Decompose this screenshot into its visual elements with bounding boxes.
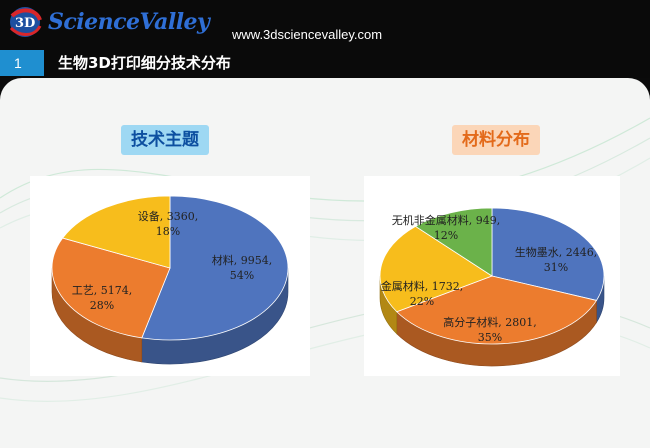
pie-data-label: 工艺, 5174, 28% [72, 284, 132, 312]
pie-data-label: 设备, 3360, 18% [138, 209, 198, 238]
logo-text: ScienceValley [48, 9, 210, 35]
pie-data-label: 材料, 9954, 54% [212, 253, 272, 282]
pie-label-percent: 31% [544, 261, 568, 274]
pie-data-label: 高分子材料, 2801, 35% [443, 315, 536, 344]
pie-slice [141, 195, 289, 341]
website-url[interactable]: www.3dsciencevalley.com [232, 27, 383, 42]
pie-label-percent: 12% [434, 229, 458, 242]
pie-slice [414, 207, 493, 277]
pie-chart-technology: 材料, 9954, 54% 工艺, 5174, 28% 设备, 3360, 18% [51, 195, 289, 365]
logo-mark-text: 3D [15, 16, 35, 31]
pie-slice [51, 237, 171, 339]
pie-slice [62, 195, 171, 269]
pie-label-name-value: 材料, 9954, [212, 253, 272, 267]
section-title: 生物3D打印细分技术分布 [58, 54, 231, 72]
section-title-bar: 1 生物3D打印细分技术分布 [0, 50, 650, 76]
pie-label-name-value: 金属材料, 1732, [381, 279, 463, 293]
pie-label-name-value: 无机非金属材料, 949, [392, 213, 501, 227]
section-number: 1 [0, 50, 44, 76]
pie-label-name-value: 生物墨水, 2446, [515, 245, 597, 259]
header-bar: 3D ScienceValley www.3dsciencevalley.com… [0, 0, 650, 78]
pie-label-percent: 22% [410, 295, 434, 308]
chart-title-technology: 技术主题 [121, 125, 209, 155]
pie-chart-materials: 生物墨水, 2446, 31% 高分子材料, 2801, 35% 金属材料, 1732,… [379, 207, 605, 367]
globe-logo-icon: 3D [9, 7, 42, 37]
pie-slice [379, 225, 493, 313]
pie-label-percent: 18% [156, 225, 180, 238]
logo: 3D ScienceValley [6, 2, 210, 42]
pie-data-label: 生物墨水, 2446, 31% [515, 245, 597, 274]
pie-label-name-value: 设备, 3360, [138, 209, 198, 223]
pie-slice [491, 207, 605, 301]
pie-label-name-value: 高分子材料, 2801, [443, 315, 536, 329]
content-panel: 技术主题 材料分布 材料, 9954, 54% 工艺, 5174, 28% 设备, 33… [0, 78, 650, 448]
pie-data-label: 金属材料, 1732, 22% [381, 279, 463, 308]
pie-label-name-value: 工艺, 5174, [72, 284, 132, 297]
pie-chart-technology-panel: 材料, 9954, 54% 工艺, 5174, 28% 设备, 3360, 18% [30, 176, 310, 376]
pie-label-percent: 28% [90, 299, 114, 312]
pie-label-percent: 54% [230, 269, 254, 282]
pie-data-label: 无机非金属材料, 949, 12% [392, 213, 501, 242]
pie-slice [396, 275, 598, 345]
pie-chart-materials-panel: 生物墨水, 2446, 31% 高分子材料, 2801, 35% 金属材料, 1732,… [364, 176, 620, 376]
chart-title-materials: 材料分布 [452, 125, 540, 155]
pie-label-percent: 35% [478, 331, 502, 344]
